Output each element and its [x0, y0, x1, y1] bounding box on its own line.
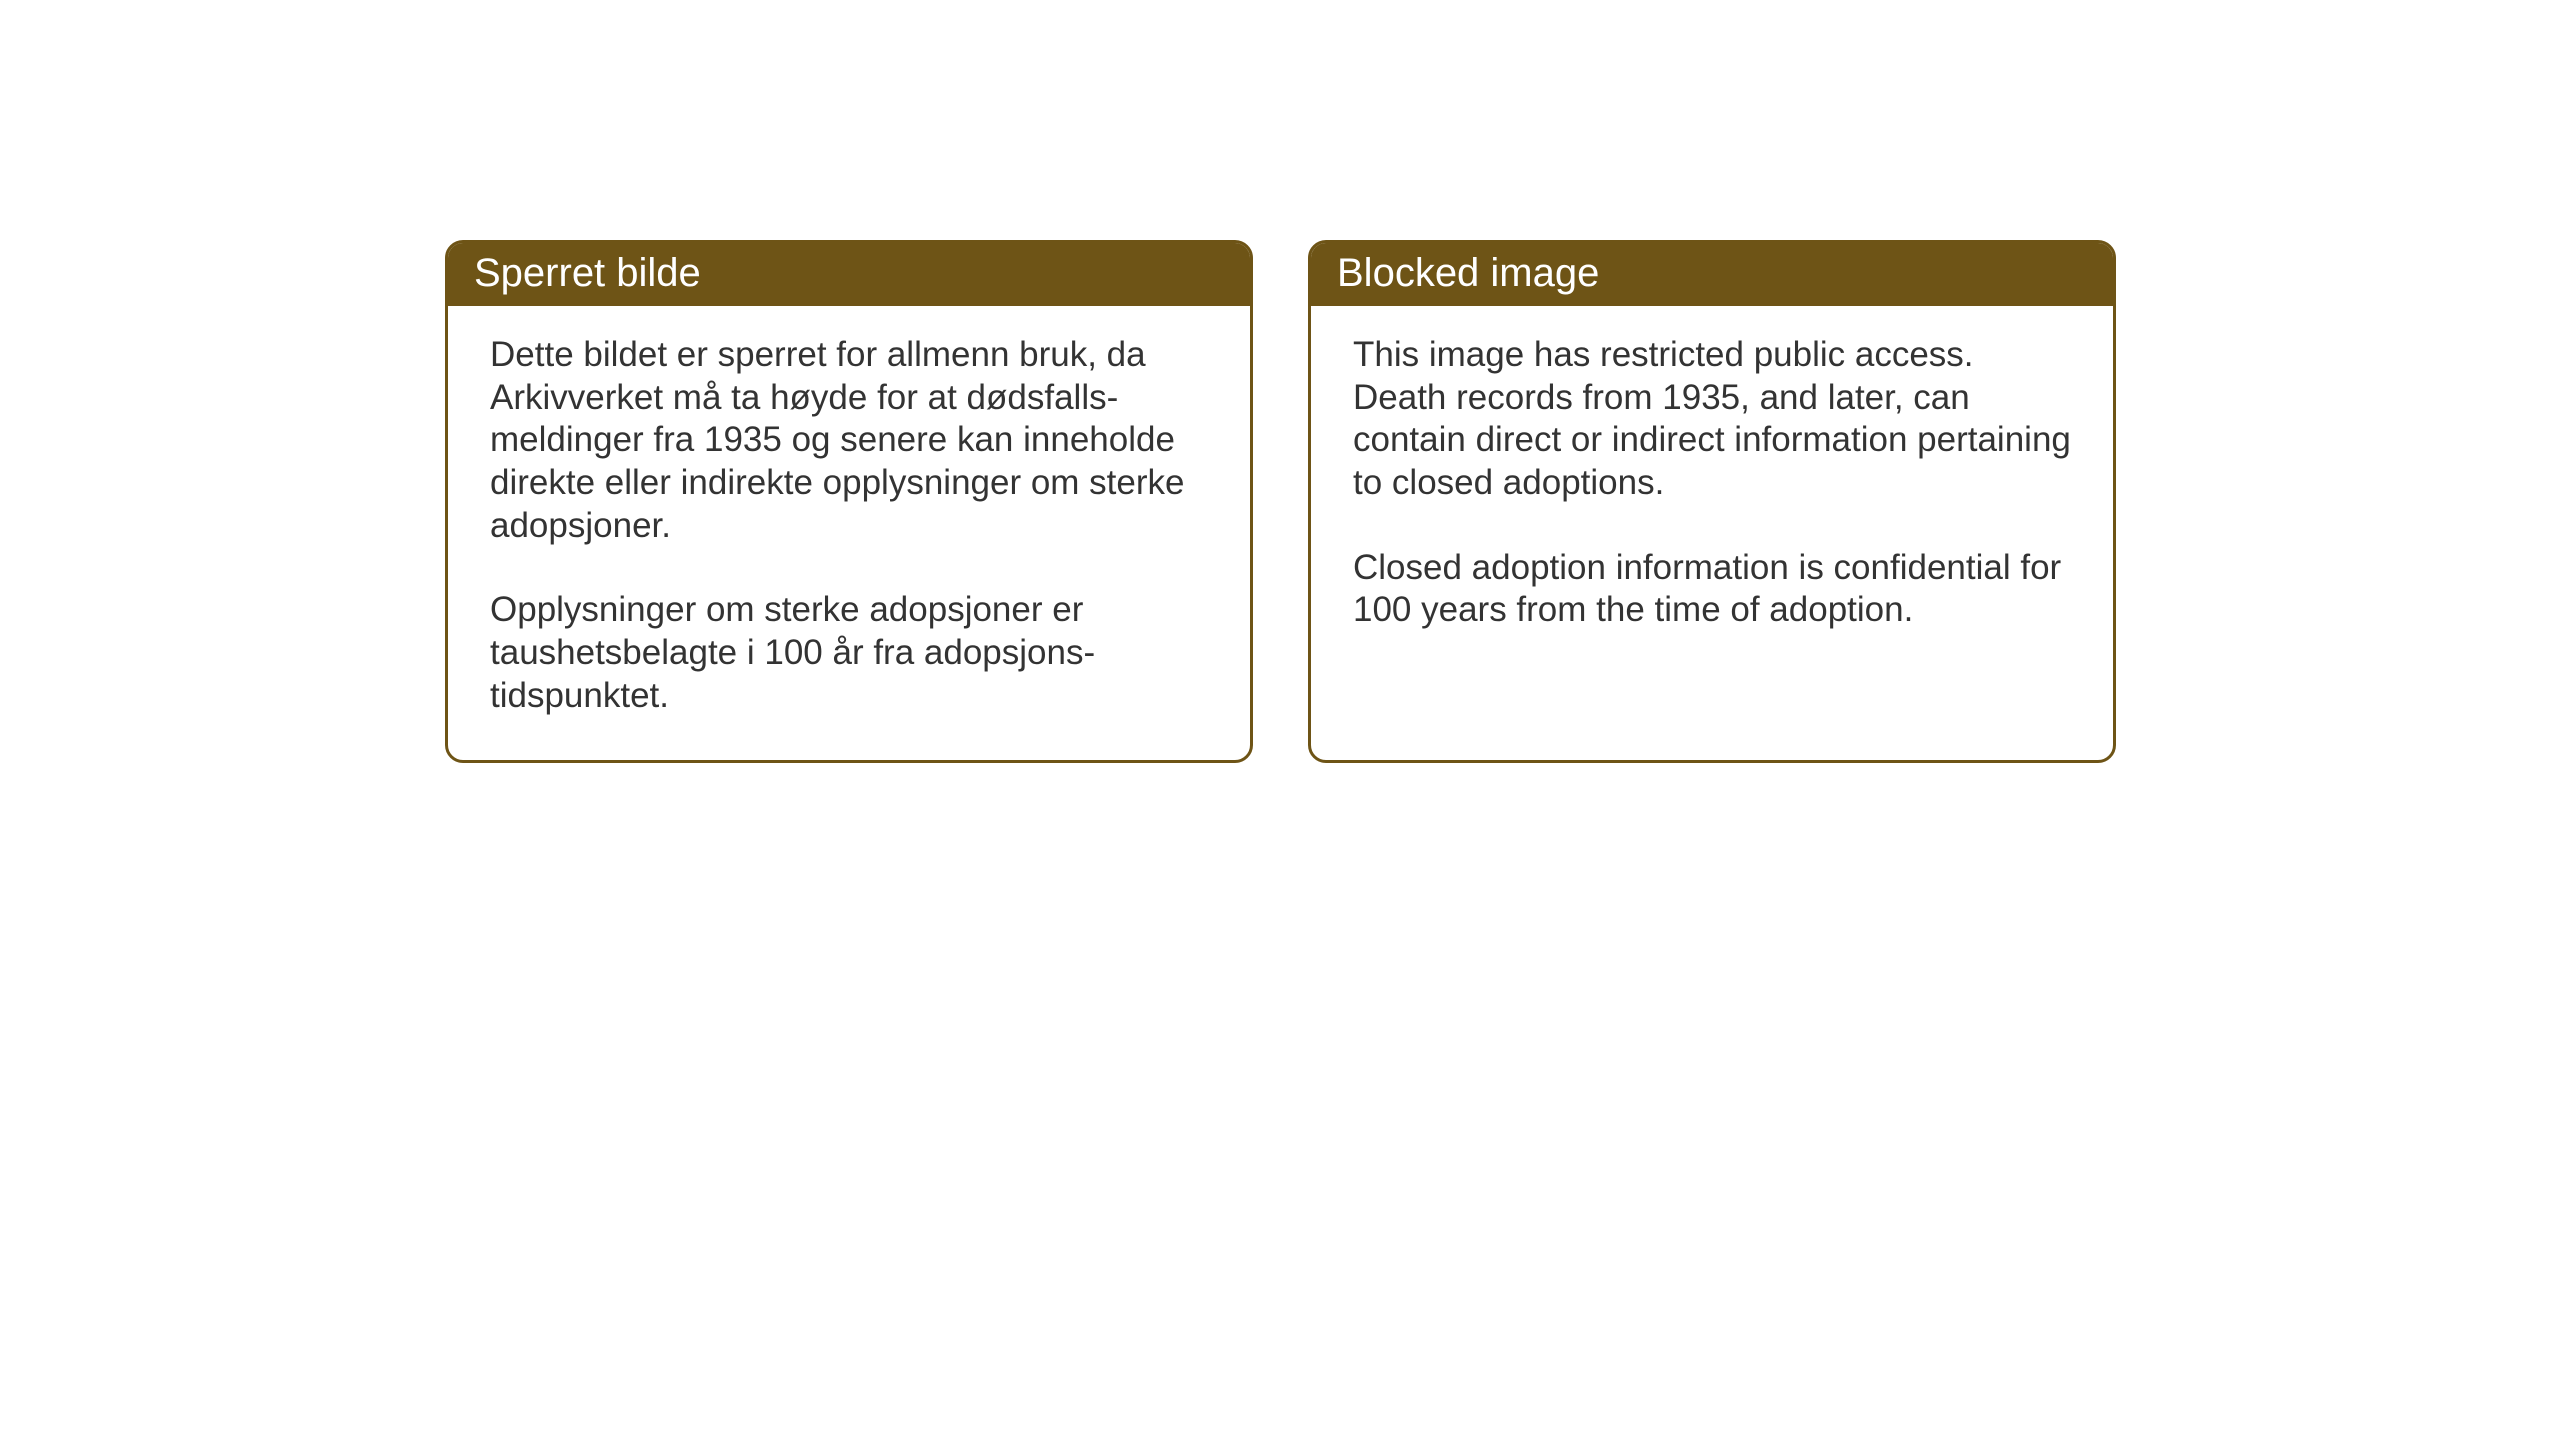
- card-title: Sperret bilde: [474, 251, 701, 295]
- card-body-english: This image has restricted public access.…: [1311, 306, 2113, 674]
- card-paragraph-1: This image has restricted public access.…: [1353, 334, 2071, 505]
- card-header-norwegian: Sperret bilde: [448, 243, 1250, 306]
- card-header-english: Blocked image: [1311, 243, 2113, 306]
- blocked-image-card-english: Blocked image This image has restricted …: [1308, 240, 2116, 763]
- card-paragraph-2: Opplysninger om sterke adopsjoner er tau…: [490, 589, 1208, 717]
- card-paragraph-2: Closed adoption information is confident…: [1353, 547, 2071, 632]
- card-body-norwegian: Dette bildet er sperret for allmenn bruk…: [448, 306, 1250, 760]
- cards-container: Sperret bilde Dette bildet er sperret fo…: [445, 240, 2116, 763]
- card-paragraph-1: Dette bildet er sperret for allmenn bruk…: [490, 334, 1208, 547]
- card-title: Blocked image: [1337, 251, 1599, 295]
- blocked-image-card-norwegian: Sperret bilde Dette bildet er sperret fo…: [445, 240, 1253, 763]
